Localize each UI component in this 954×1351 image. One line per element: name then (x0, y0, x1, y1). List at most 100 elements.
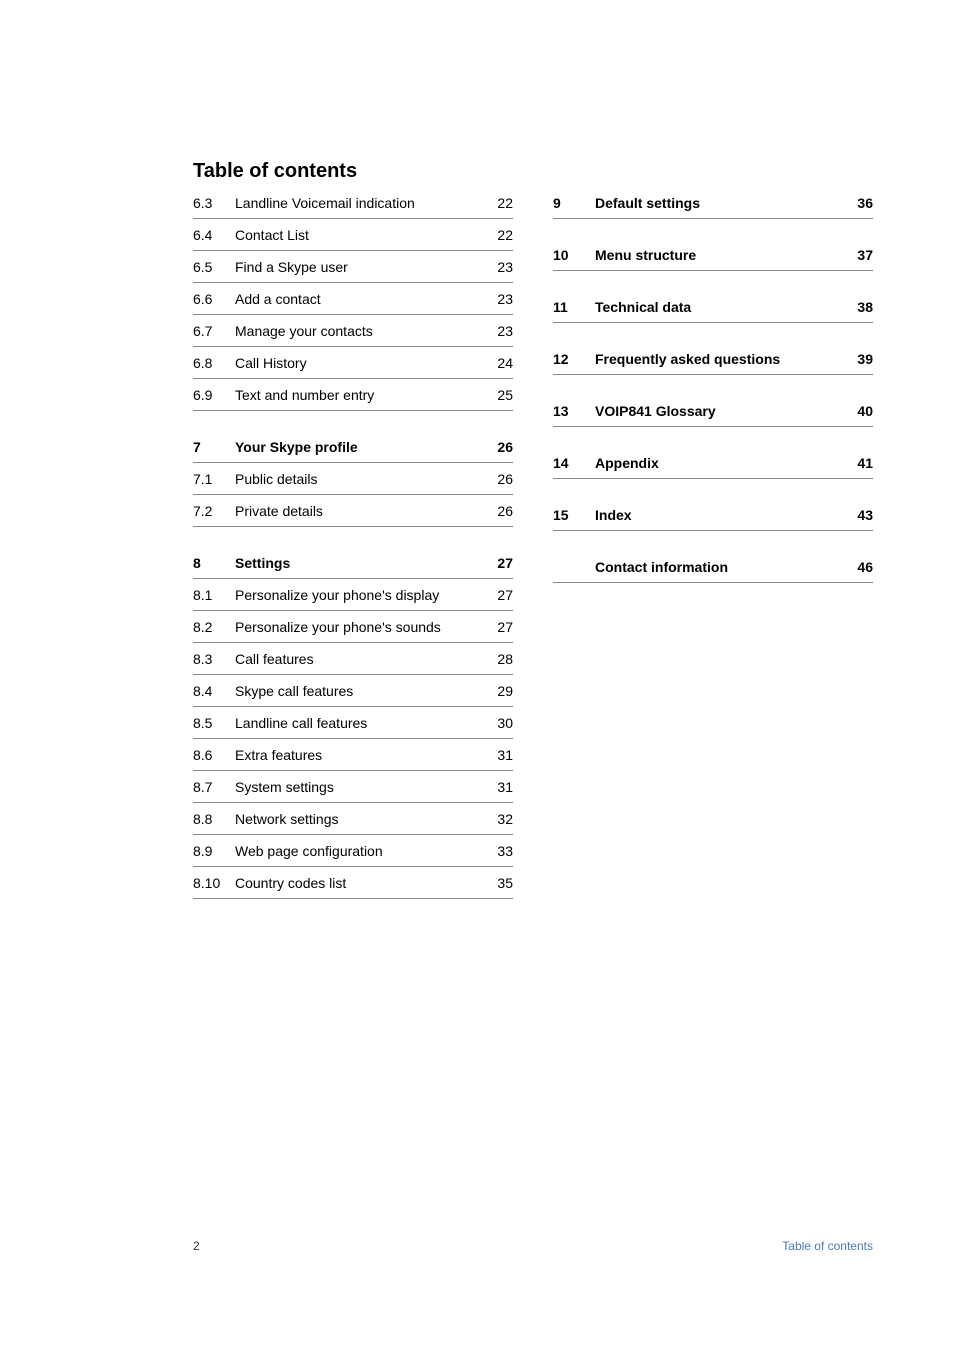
toc-gap (553, 479, 873, 499)
toc-label: Personalize your phone's sounds (235, 619, 485, 635)
toc-row[interactable]: 13VOIP841 Glossary40 (553, 395, 873, 427)
toc-label: Landline Voicemail indication (235, 195, 485, 211)
toc-label: Network settings (235, 811, 485, 827)
toc-row[interactable]: Contact information46 (553, 551, 873, 583)
toc-column-left: 6.3Landline Voicemail indication226.4Con… (193, 187, 513, 899)
toc-page: 31 (485, 747, 513, 763)
toc-gap (553, 427, 873, 447)
toc-row[interactable]: 7.1Public details26 (193, 463, 513, 495)
toc-label: Extra features (235, 747, 485, 763)
toc-row[interactable]: 6.8Call History24 (193, 347, 513, 379)
toc-gap (193, 527, 513, 547)
toc-number: 8.6 (193, 747, 235, 763)
toc-row[interactable]: 6.7Manage your contacts23 (193, 315, 513, 347)
toc-number: 7 (193, 439, 235, 455)
toc-row[interactable]: 6.4Contact List22 (193, 219, 513, 251)
toc-row[interactable]: 8.6Extra features31 (193, 739, 513, 771)
toc-row[interactable]: 8Settings27 (193, 547, 513, 579)
toc-row[interactable]: 9Default settings36 (553, 187, 873, 219)
toc-page: 41 (845, 455, 873, 471)
toc-label: Personalize your phone's display (235, 587, 485, 603)
toc-page: 23 (485, 259, 513, 275)
toc-label: Call features (235, 651, 485, 667)
toc-label: Frequently asked questions (595, 351, 845, 367)
toc-number: 8 (193, 555, 235, 571)
toc-label: Find a Skype user (235, 259, 485, 275)
toc-row[interactable]: 11Technical data38 (553, 291, 873, 323)
toc-label: Landline call features (235, 715, 485, 731)
toc-row[interactable]: 6.9Text and number entry25 (193, 379, 513, 411)
toc-number: 6.4 (193, 227, 235, 243)
toc-number: 9 (553, 195, 595, 211)
toc-page: 35 (485, 875, 513, 891)
toc-row[interactable]: 8.10Country codes list35 (193, 867, 513, 899)
toc-page: 26 (485, 503, 513, 519)
toc-title: Table of contents (193, 160, 873, 183)
footer-page-number: 2 (193, 1239, 200, 1253)
toc-page: 29 (485, 683, 513, 699)
toc-number: 15 (553, 507, 595, 523)
toc-page: 24 (485, 355, 513, 371)
toc-row[interactable]: 8.7System settings31 (193, 771, 513, 803)
toc-number: 14 (553, 455, 595, 471)
toc-page: 25 (485, 387, 513, 403)
toc-row[interactable]: 7.2Private details26 (193, 495, 513, 527)
footer-label: Table of contents (782, 1239, 873, 1253)
toc-number: 8.5 (193, 715, 235, 731)
toc-gap (553, 271, 873, 291)
toc-number: 6.5 (193, 259, 235, 275)
toc-label: Contact information (595, 559, 845, 575)
toc-page: 43 (845, 507, 873, 523)
toc-page: 31 (485, 779, 513, 795)
toc-number: 11 (553, 299, 595, 315)
toc-page: 38 (845, 299, 873, 315)
toc-row[interactable]: 6.6Add a contact23 (193, 283, 513, 315)
toc-page: 37 (845, 247, 873, 263)
toc-number: 8.2 (193, 619, 235, 635)
toc-page: 27 (485, 555, 513, 571)
toc-label: Text and number entry (235, 387, 485, 403)
toc-page: 26 (485, 471, 513, 487)
toc-label: Manage your contacts (235, 323, 485, 339)
toc-label: Technical data (595, 299, 845, 315)
toc-page: 40 (845, 403, 873, 419)
toc-row[interactable]: 8.5Landline call features30 (193, 707, 513, 739)
toc-number: 6.8 (193, 355, 235, 371)
toc-label: Menu structure (595, 247, 845, 263)
toc-page: 22 (485, 195, 513, 211)
toc-row[interactable]: 8.2Personalize your phone's sounds27 (193, 611, 513, 643)
toc-row[interactable]: 8.1Personalize your phone's display27 (193, 579, 513, 611)
toc-number: 8.10 (193, 875, 235, 891)
toc-label: System settings (235, 779, 485, 795)
toc-row[interactable]: 8.8Network settings32 (193, 803, 513, 835)
toc-label: Web page configuration (235, 843, 485, 859)
toc-page: 22 (485, 227, 513, 243)
toc-row[interactable]: 7Your Skype profile26 (193, 431, 513, 463)
toc-page: 23 (485, 323, 513, 339)
toc-page: 39 (845, 351, 873, 367)
toc-label: Private details (235, 503, 485, 519)
toc-row[interactable]: 14Appendix41 (553, 447, 873, 479)
toc-label: Public details (235, 471, 485, 487)
toc-columns: 6.3Landline Voicemail indication226.4Con… (193, 187, 873, 899)
toc-page: 30 (485, 715, 513, 731)
toc-number: 8.4 (193, 683, 235, 699)
toc-row[interactable]: 6.5Find a Skype user23 (193, 251, 513, 283)
toc-page: 27 (485, 619, 513, 635)
toc-row[interactable]: 8.9Web page configuration33 (193, 835, 513, 867)
toc-label: Your Skype profile (235, 439, 485, 455)
toc-gap (193, 411, 513, 431)
toc-page: 26 (485, 439, 513, 455)
toc-page: 33 (485, 843, 513, 859)
toc-page: 36 (845, 195, 873, 211)
toc-number: 6.3 (193, 195, 235, 211)
toc-row[interactable]: 15Index43 (553, 499, 873, 531)
toc-row[interactable]: 10Menu structure37 (553, 239, 873, 271)
toc-number: 8.8 (193, 811, 235, 827)
toc-number: 8.7 (193, 779, 235, 795)
toc-row[interactable]: 8.4Skype call features29 (193, 675, 513, 707)
toc-row[interactable]: 6.3Landline Voicemail indication22 (193, 187, 513, 219)
toc-row[interactable]: 12Frequently asked questions39 (553, 343, 873, 375)
toc-label: Index (595, 507, 845, 523)
toc-row[interactable]: 8.3Call features28 (193, 643, 513, 675)
